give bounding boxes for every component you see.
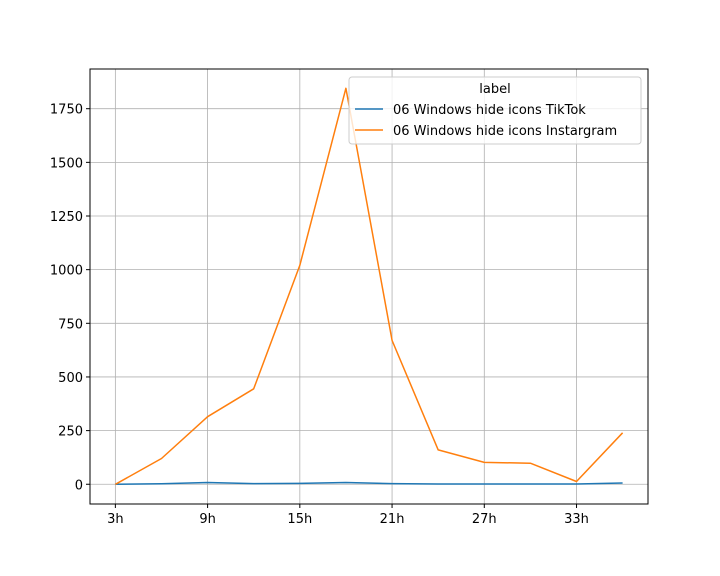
y-tick-label: 750 [58,317,83,332]
x-tick-label: 27h [472,512,497,527]
x-tick-label: 3h [107,512,124,527]
legend: label 06 Windows hide icons TikTok 06 Wi… [348,76,642,145]
y-tick-label: 1750 [50,103,83,118]
y-tick-label: 1500 [50,156,83,171]
legend-title: label [479,82,510,97]
y-tick-label: 250 [58,425,83,440]
series-lines [115,87,624,486]
series-line-tiktok [115,481,623,486]
x-tick-label: 15h [287,512,312,527]
x-axis: 3h 9h 15h 21h 27h 33h [107,504,589,527]
plot-area-frame [89,68,649,505]
y-tick-label: 1250 [50,210,83,225]
x-tick-label: 21h [380,512,405,527]
y-tick-label: 0 [75,478,83,493]
x-tick-label: 9h [199,512,216,527]
legend-box [348,76,642,145]
series-line-instagram [115,87,624,485]
y-tick-label: 1000 [50,264,83,279]
legend-label-instagram: 06 Windows hide icons Instargram [393,124,617,139]
y-tick-label: 500 [58,371,83,386]
legend-label-tiktok: 06 Windows hide icons TikTok [393,103,586,118]
x-tick-label: 33h [564,512,589,527]
y-axis: 0 250 500 750 1000 1250 1500 1750 [50,103,90,493]
